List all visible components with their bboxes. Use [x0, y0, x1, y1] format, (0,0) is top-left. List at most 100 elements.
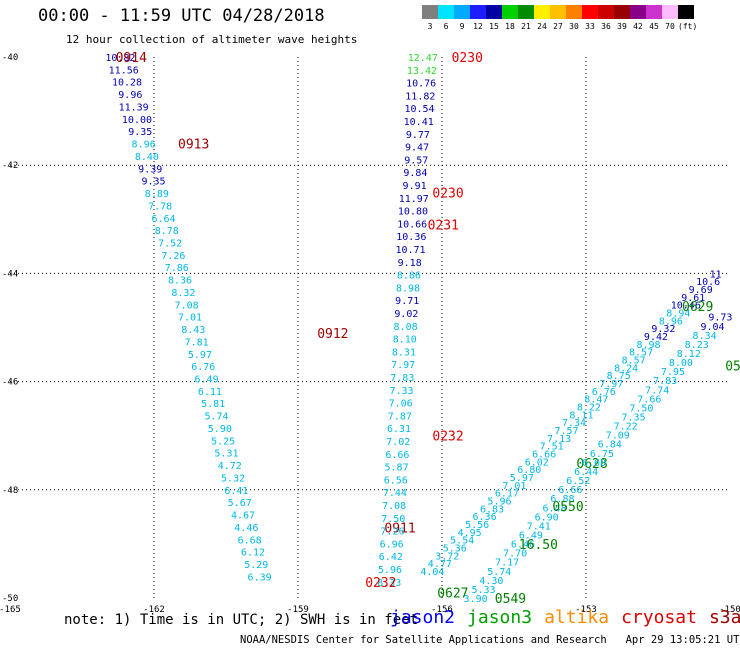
- wave-height-value: 9.02: [394, 309, 418, 320]
- wave-height-value: 13.42: [407, 66, 437, 77]
- note-text: note: 1) Time is in UTC; 2) SWH is in fe…: [64, 612, 419, 628]
- wave-height-value: 8.10: [393, 335, 417, 346]
- wave-height-value: 10.71: [395, 245, 425, 256]
- wave-height-value: 7.50: [381, 514, 405, 525]
- legend-swatch: [422, 5, 438, 19]
- wave-height-value: 9.61: [681, 293, 705, 304]
- wave-height-value: 7.26: [380, 527, 404, 538]
- wave-height-value: 7.78: [148, 201, 172, 212]
- legend-swatch: [502, 5, 518, 19]
- wave-height-value: 8.43: [181, 325, 205, 336]
- wave-height-value: 9.71: [395, 296, 419, 307]
- color-scale-legend: [422, 5, 694, 19]
- wave-height-value: 7.57: [555, 426, 579, 437]
- wave-height-value: 10.41: [404, 117, 434, 128]
- wave-height-value: 9.47: [405, 143, 429, 154]
- wave-height-value: 10.00: [122, 115, 152, 126]
- pass-time-label: 0628: [576, 457, 607, 472]
- wave-height-value: 7.95: [661, 367, 685, 378]
- wave-height-value: 6.41: [224, 486, 248, 497]
- wave-height-value: 6.17: [495, 489, 519, 500]
- wave-height-value: 8.23: [685, 340, 709, 351]
- page-subtitle: 12 hour collection of altimeter wave hei…: [66, 33, 358, 46]
- wave-height-value: 8.57: [629, 348, 653, 359]
- wave-height-value: 7.87: [388, 411, 412, 422]
- wave-height-value: 9.96: [118, 90, 142, 101]
- wave-height-value: 6.88: [550, 494, 574, 505]
- legend-label: 24: [537, 22, 547, 31]
- wave-height-value: 9.04: [700, 322, 724, 333]
- pass-time-label: 0912: [317, 327, 348, 342]
- lon-tick-label: -159: [287, 605, 309, 615]
- wave-height-value: 5.36: [443, 543, 467, 554]
- wave-height-value: 7.01: [178, 313, 202, 324]
- wave-height-value: 5.29: [244, 560, 268, 571]
- wave-height-value: 8.89: [145, 189, 169, 200]
- legend-swatch: [438, 5, 454, 19]
- pass-time-label: 0230: [452, 51, 483, 66]
- wave-height-value: 7.33: [389, 386, 413, 397]
- legend-label: 6: [443, 22, 449, 31]
- wave-height-value: 6.96: [380, 539, 404, 550]
- pass-time-label: 0629: [682, 300, 713, 315]
- wave-height-value: 9.84: [403, 168, 427, 179]
- pass-time-label: 16.50: [519, 538, 558, 553]
- wave-height-value: 4.72: [218, 461, 242, 472]
- wave-height-value: 9.57: [404, 155, 428, 166]
- wave-height-value: 6.66: [558, 485, 582, 496]
- wave-height-value: 5.81: [201, 399, 225, 410]
- wave-height-value: 8.00: [669, 358, 693, 369]
- wave-height-value: 7.97: [391, 360, 415, 371]
- wave-height-value: 5.32: [221, 473, 245, 484]
- wave-height-value: 5.74: [487, 567, 511, 578]
- legend-label: (ft): [678, 22, 698, 31]
- lon-tick-label: -153: [575, 605, 597, 615]
- wave-height-value: 9.35: [128, 127, 152, 138]
- pass-time-label: 0913: [178, 138, 209, 153]
- wave-height-value: 10.66: [397, 219, 427, 230]
- wave-height-value: 9.73: [708, 313, 732, 324]
- wave-height-value: 6.49: [195, 375, 219, 386]
- wave-height-value: 3.90: [464, 594, 488, 605]
- wave-height-value: 4.04: [420, 567, 444, 578]
- lon-tick-label: -156: [431, 605, 453, 615]
- wave-height-value: 7.01: [502, 481, 526, 492]
- wave-height-value: 5.67: [228, 498, 252, 509]
- legend-swatch: [550, 5, 566, 19]
- wave-height-value: 5.87: [385, 463, 409, 474]
- page-title: 00:00 - 11:59 UTC 04/28/2018: [38, 6, 325, 26]
- wave-height-value: 6.66: [385, 450, 409, 461]
- wave-height-value: 11.82: [405, 91, 435, 102]
- wave-height-value: 6.52: [566, 476, 590, 487]
- legend-label: 70: [665, 22, 675, 31]
- wave-height-value: 6.46: [511, 540, 535, 551]
- wave-height-value: 6.48: [543, 503, 567, 514]
- pass-time-label: 0550: [725, 359, 740, 374]
- legend-swatch: [646, 5, 662, 19]
- lat-tick-label: -46: [2, 378, 18, 388]
- legend-label: 21: [521, 22, 531, 31]
- legend-label: 45: [649, 22, 659, 31]
- wave-height-value: 7.34: [562, 418, 586, 429]
- wave-height-value: 8.57: [622, 356, 646, 367]
- satellite-jason3: jason3: [467, 607, 533, 628]
- wave-height-value: 5.96: [378, 565, 402, 576]
- wave-height-value: 7.97: [599, 379, 623, 390]
- wave-height-value: 8.96: [659, 316, 683, 327]
- wave-height-value: 10.54: [404, 104, 434, 115]
- wave-height-value: 9.18: [398, 258, 422, 269]
- wave-height-value: 6.76: [592, 387, 616, 398]
- wave-height-value: 6.90: [535, 512, 559, 523]
- wave-height-value: 6.68: [238, 535, 262, 546]
- wave-height-value: 10.80: [398, 207, 428, 218]
- legend-label: 36: [601, 22, 611, 31]
- wave-height-value: 5.31: [214, 449, 238, 460]
- wave-height-value: 10.6: [696, 277, 720, 288]
- wave-height-value: 8.34: [693, 331, 717, 342]
- wave-height-value: 7.06: [389, 399, 413, 410]
- wave-height-value: 3.72: [435, 551, 459, 562]
- wave-height-value: 7.13: [547, 434, 571, 445]
- legend-label: 3: [427, 22, 433, 31]
- wave-height-value: 6.75: [590, 449, 614, 460]
